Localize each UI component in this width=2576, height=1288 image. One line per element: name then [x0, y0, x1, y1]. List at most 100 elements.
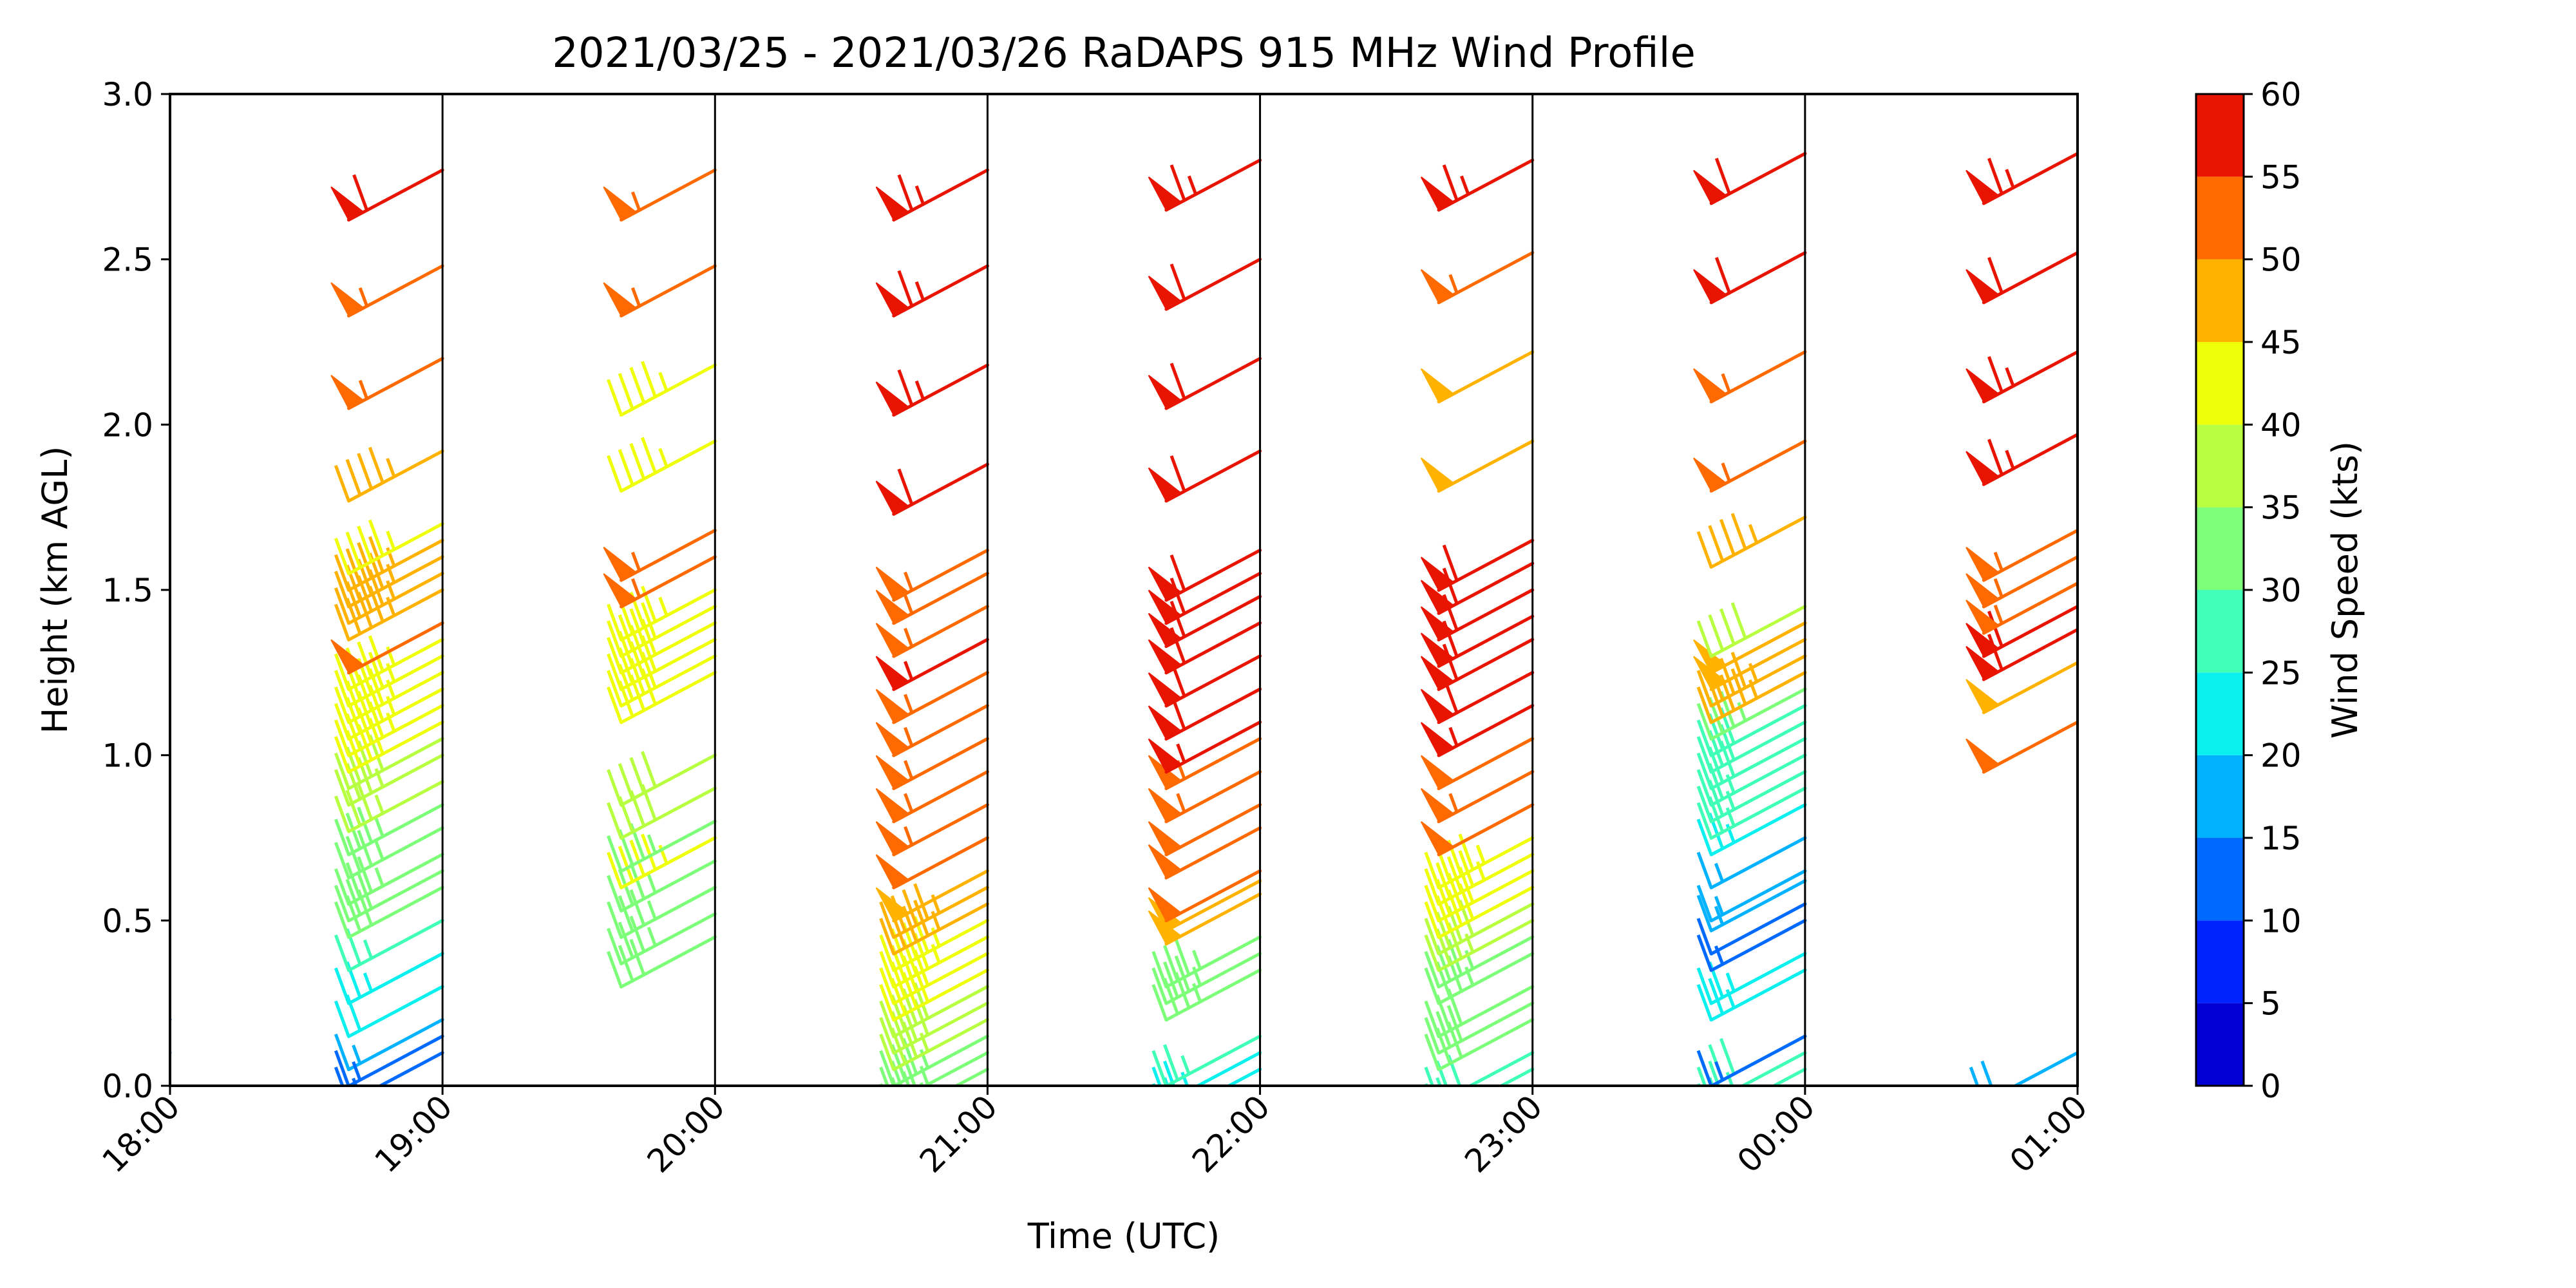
barb-staff — [1982, 605, 2078, 658]
barb-feather — [334, 703, 350, 740]
barb-half-feather — [658, 448, 668, 468]
colorbar-segment — [2196, 259, 2244, 342]
barb-flag — [330, 639, 365, 674]
barb-feather — [1696, 620, 1713, 657]
barb-half-feather — [1176, 793, 1186, 813]
wind-barb — [1420, 638, 1535, 691]
barb-staff — [1437, 902, 1535, 956]
barb-feather — [1696, 934, 1713, 971]
wind-barb — [1148, 720, 1262, 774]
barb-half-feather — [904, 627, 914, 647]
barb-staff — [1982, 350, 2078, 404]
barb-flag — [1148, 176, 1182, 211]
barb-flag — [1420, 722, 1455, 757]
colorbar-tick-label: 45 — [2260, 324, 2302, 361]
barb-staff — [1164, 720, 1262, 774]
wind-barb — [1420, 737, 1535, 790]
barb-half-feather — [1191, 950, 1202, 970]
barb-staff — [1437, 1018, 1535, 1072]
barb-staff — [892, 264, 989, 317]
barb-half-feather — [374, 817, 384, 837]
barb-half-feather — [914, 281, 925, 301]
barb-feather — [1719, 518, 1736, 556]
barb-feather — [334, 1000, 350, 1037]
barb-feather — [1174, 955, 1191, 992]
barb-staff — [1164, 621, 1262, 675]
barb-staff — [1437, 638, 1535, 691]
barb-flag — [1420, 580, 1455, 614]
barb-half-feather — [1748, 524, 1759, 544]
barb-staff — [892, 1018, 989, 1072]
barb-feather — [368, 519, 384, 556]
barb-staff — [620, 555, 717, 609]
barb-staff — [346, 853, 444, 906]
wind-barb — [1696, 879, 1807, 933]
barb-feather — [368, 635, 384, 672]
barb-feather — [1719, 608, 1736, 645]
barb-feather — [1424, 1000, 1441, 1037]
barb-flag — [1965, 547, 2000, 582]
barb-staff — [1982, 251, 2078, 305]
barb-feather — [607, 379, 623, 416]
barb-feather — [357, 526, 374, 562]
barb-staff — [892, 952, 989, 1005]
colorbar-tick-label: 5 — [2260, 985, 2281, 1023]
barb-flag — [1148, 375, 1182, 410]
wind-barb — [330, 264, 444, 317]
barb-flag — [875, 186, 910, 221]
barb-staff — [1770, 1067, 1807, 1086]
barb-flag — [1420, 821, 1455, 856]
wind-barb — [879, 1018, 989, 1072]
barb-half-feather — [1993, 604, 2003, 625]
wind-barb — [334, 519, 444, 576]
barb-staff — [346, 168, 444, 222]
barb-feather — [345, 548, 362, 585]
barb-feather — [879, 934, 896, 971]
barb-feather — [913, 900, 930, 936]
wind-barb — [607, 912, 717, 966]
wind-barb — [875, 264, 989, 317]
barb-feather — [1442, 567, 1459, 605]
barb-staff — [1709, 687, 1807, 741]
barb-feather — [1424, 868, 1441, 905]
barb-feather — [897, 174, 914, 211]
barb-staff — [1709, 704, 1807, 757]
barb-staff — [1709, 836, 1807, 889]
barb-feather — [1696, 851, 1713, 889]
colorbar-segment — [2196, 672, 2244, 755]
barb-feather — [357, 453, 374, 489]
colorbar-tick-label: 20 — [2260, 737, 2302, 775]
barb-half-feather — [904, 760, 914, 780]
barb-staff — [892, 670, 989, 724]
barb-flag — [1148, 788, 1182, 823]
barb-flag — [875, 282, 910, 317]
barb-staff — [1709, 638, 1807, 691]
plot-area-frame — [169, 93, 2079, 1087]
barb-staff — [620, 912, 717, 966]
barb-half-feather — [1180, 1055, 1191, 1075]
barb-feather — [897, 369, 914, 406]
barb-staff — [1164, 548, 1262, 602]
barb-staff — [1164, 158, 1262, 212]
barb-staff — [347, 1034, 444, 1086]
barb-feather — [334, 587, 350, 624]
barb-feather — [1424, 967, 1441, 1004]
barb-staff — [892, 1001, 989, 1055]
wind-barb — [1696, 602, 1807, 658]
wind-barb — [1696, 968, 1807, 1022]
wind-barb — [334, 803, 444, 857]
barb-feather — [902, 889, 918, 926]
barb-feather — [1696, 719, 1713, 756]
wind-barb — [1151, 952, 1262, 1005]
wind-barb — [334, 826, 444, 880]
colorbar-tick-label: 0 — [2260, 1068, 2281, 1105]
barb-feather — [607, 951, 623, 988]
barb-staff — [892, 363, 989, 417]
barb-feather — [357, 873, 374, 909]
barb-feather — [345, 789, 362, 826]
barb-half-feather — [1448, 726, 1459, 746]
barb-half-feather — [374, 867, 384, 887]
barb-half-feather — [1714, 905, 1725, 925]
barb-staff — [1982, 720, 2078, 774]
wind-barb — [875, 168, 989, 222]
